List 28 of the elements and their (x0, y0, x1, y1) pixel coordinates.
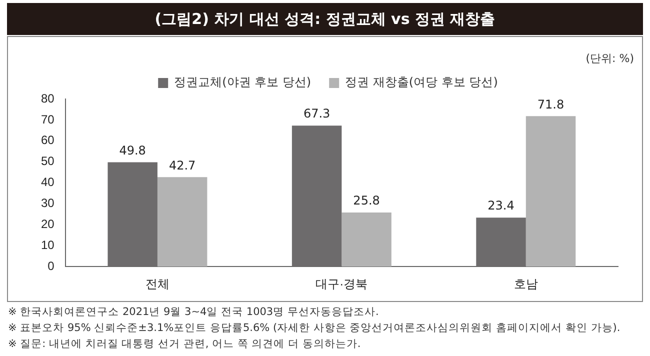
y-tick-label: 50 (40, 154, 55, 168)
bar (526, 116, 576, 267)
text: ※ 한국사회여론연구소 2021년 9월 3~4일 전국 1003명 무선자동응답조사. (8, 305, 380, 320)
x-tick-label: 호남 (514, 277, 538, 292)
text: ※ 표본오차 95% 신뢰수준±3.1%포인트 응답률5.6% (자세한 사항은 중앙선거여론조사심의위원회 홈페이지에서 확인 가능). (8, 321, 620, 336)
data-label: 25.8 (353, 194, 380, 208)
text: (단위: %) (586, 51, 634, 66)
y-tick-label: 0 (48, 258, 55, 273)
chart-title: (그림2) 차기 대선 성격: 정권교체 vs 정권 재창출 (7, 3, 643, 35)
y-tick-label: 60 (40, 133, 55, 148)
y-tick-label: 70 (40, 112, 55, 126)
y-tick-label: 80 (40, 91, 55, 106)
y-tick-label: 10 (40, 238, 55, 252)
bar (342, 212, 392, 267)
text: ※ 질문: 내년에 치러질 대통령 선거 관련, 어느 쪽 의견에 더 동의하는가. (8, 337, 362, 352)
y-tick-label: 40 (40, 175, 55, 190)
data-label: 23.4 (488, 198, 514, 213)
x-tick-label: 대구·경북 (316, 277, 368, 292)
data-label: 67.3 (303, 106, 330, 121)
y-tick-label: 30 (40, 196, 55, 210)
y-tick-label: 20 (40, 217, 55, 232)
x-tick-label: 전체 (145, 277, 170, 292)
legend-label: 정권 재창출(여당 후보 당선) (345, 75, 498, 90)
bar (157, 177, 208, 267)
data-label: 71.8 (537, 97, 564, 112)
data-label: 42.7 (168, 158, 196, 172)
data-label: 49.8 (119, 143, 146, 158)
legend-label: 정권교체(야권 후보 당선) (174, 75, 312, 90)
